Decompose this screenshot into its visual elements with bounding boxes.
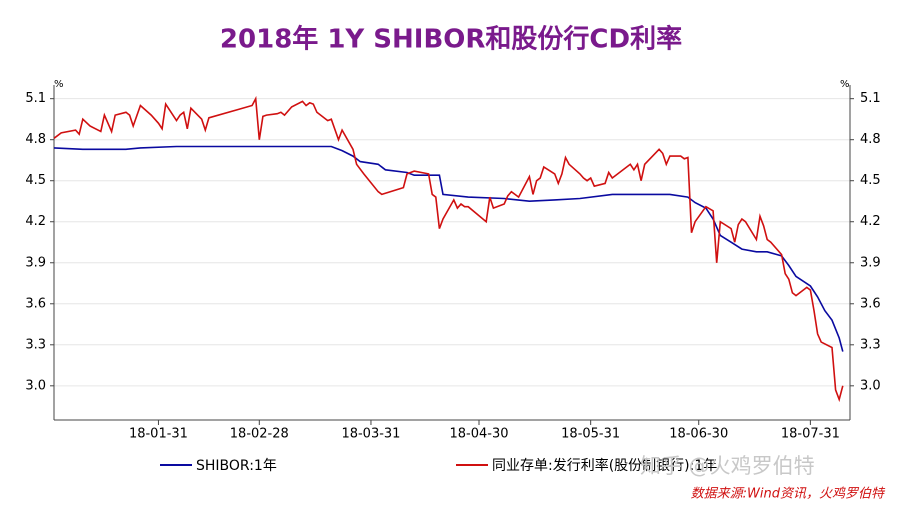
- y2-tick-label: 4.2: [860, 214, 881, 229]
- y-tick-label: 4.8: [25, 132, 46, 147]
- y-unit: %: [54, 79, 64, 90]
- x-tick-label: 18-03-31: [341, 427, 400, 442]
- y2-tick-label: 4.5: [860, 173, 881, 188]
- source-note: 数据来源:Wind资讯，火鸡罗伯特: [691, 487, 886, 502]
- y-tick-label: 3.6: [25, 296, 46, 311]
- x-tick-label: 18-02-28: [230, 427, 289, 442]
- y-tick-label: 3.9: [25, 255, 46, 270]
- legend-label: SHIBOR:1年: [196, 458, 277, 474]
- legend-label: 同业存单:发行利率(股份制银行):1年: [492, 457, 717, 474]
- y2-unit: %: [840, 79, 850, 90]
- y-tick-label: 3.3: [25, 337, 46, 352]
- y2-tick-label: 3.0: [860, 378, 881, 393]
- y2-tick-label: 3.3: [860, 337, 881, 352]
- y2-tick-label: 5.1: [860, 91, 881, 106]
- watermark: 知乎 @火鸡罗伯特: [640, 454, 815, 478]
- y-tick-label: 5.1: [25, 91, 46, 106]
- y-tick-label: 3.0: [25, 378, 46, 393]
- y-tick-label: 4.5: [25, 173, 46, 188]
- y2-tick-label: 4.8: [860, 132, 881, 147]
- y-tick-label: 4.2: [25, 214, 46, 229]
- x-tick-label: 18-04-30: [450, 427, 509, 442]
- series-line: [53, 95, 844, 403]
- x-tick-label: 18-05-31: [561, 427, 620, 442]
- x-tick-label: 18-01-31: [129, 427, 188, 442]
- x-tick-label: 18-07-31: [781, 427, 840, 442]
- y2-tick-label: 3.9: [860, 255, 881, 270]
- y2-tick-label: 3.6: [860, 296, 881, 311]
- series-line: [53, 145, 844, 352]
- x-tick-label: 18-06-30: [669, 427, 728, 442]
- chart-title: 2018年 1Y SHIBOR和股份行CD利率: [220, 24, 682, 55]
